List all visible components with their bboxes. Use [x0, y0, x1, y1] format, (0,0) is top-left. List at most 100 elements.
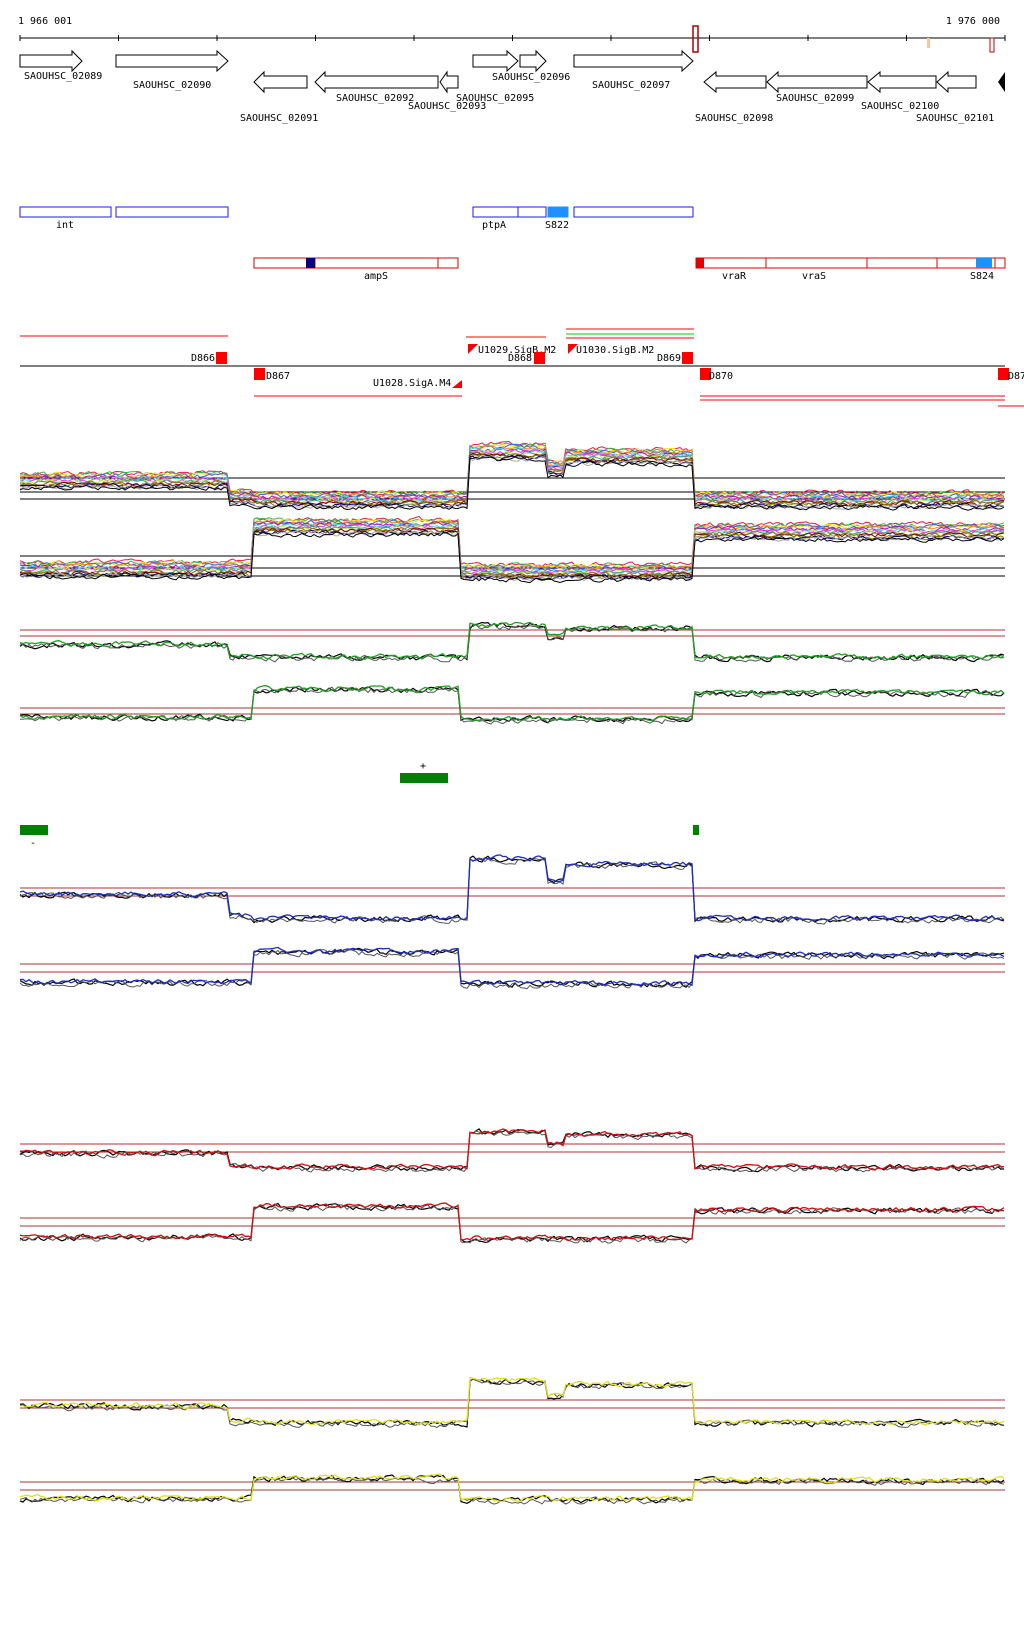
gene-SAOUHSC_02092[interactable]: SAOUHSC_02092 — [314, 70, 439, 104]
feature-int[interactable] — [19, 206, 112, 218]
feature-ptpA-2[interactable] — [517, 206, 547, 218]
smoothed-trace — [19, 854, 1005, 922]
panel-green-plus — [19, 621, 1005, 663]
smoothed-trace — [19, 621, 1005, 661]
panel-red-minus — [19, 1202, 1005, 1244]
svg-text:D869: D869 — [657, 353, 681, 364]
promoter-U1029[interactable] — [468, 344, 478, 354]
label-vraS: vraS — [802, 271, 826, 282]
feature-ampS[interactable] — [253, 257, 459, 269]
break-D866[interactable] — [216, 352, 227, 364]
condition-trace — [19, 448, 1005, 503]
small-marker — [927, 38, 930, 48]
promoter-U1028[interactable] — [452, 380, 462, 388]
svg-text:D866: D866 — [191, 353, 215, 364]
smoothed-trace — [20, 1128, 1005, 1171]
coordinate-ruler: 1 966 001 1 976 000 — [18, 16, 1006, 53]
label-vraR: vraR — [722, 271, 747, 282]
condition-trace — [19, 525, 1005, 578]
segment-minus-2[interactable] — [693, 825, 699, 835]
panel-multi-condition-plus — [19, 440, 1005, 511]
gene-track: SAOUHSC_02089 SAOUHSC_02090 SAOUHSC_0209… — [19, 49, 1005, 124]
label-ampS: ampS — [364, 271, 388, 282]
gene-SAOUHSC_02100[interactable]: SAOUHSC_02100 — [861, 70, 939, 112]
break-D867[interactable] — [254, 368, 265, 380]
svg-text:U1029.SigB.M2: U1029.SigB.M2 — [478, 345, 556, 356]
end-coordinate: 1 976 000 — [946, 16, 1000, 27]
svg-text:SAOUHSC_02089: SAOUHSC_02089 — [24, 71, 102, 82]
feature-S822[interactable] — [547, 206, 569, 218]
ampS-mark — [306, 258, 315, 268]
condition-trace — [19, 515, 1005, 568]
gene-SAOUHSC_02091[interactable]: SAOUHSC_02091 — [240, 70, 318, 124]
break-D870[interactable] — [700, 368, 711, 380]
svg-text:SAOUHSC_02092: SAOUHSC_02092 — [336, 93, 414, 104]
svg-text:SAOUHSC_02098: SAOUHSC_02098 — [695, 113, 773, 124]
plus-strand-features: int ptpA S822 — [19, 206, 694, 231]
segment-minus[interactable] — [20, 825, 48, 835]
smoothed-trace — [19, 1202, 1005, 1242]
label-ptpA: ptpA — [482, 220, 506, 231]
break-D868[interactable] — [534, 352, 545, 364]
svg-text:U1030.SigB.M2: U1030.SigB.M2 — [576, 345, 654, 356]
gene-SAOUHSC_02099[interactable]: SAOUHSC_02099 — [766, 70, 868, 104]
condition-trace — [19, 446, 1005, 501]
condition-trace — [19, 449, 1005, 505]
gene-SAOUHSC_02098[interactable]: SAOUHSC_02098 — [695, 70, 773, 124]
raw-trace-2 — [19, 623, 1005, 663]
svg-text:SAOUHSC_02099: SAOUHSC_02099 — [776, 93, 854, 104]
raw-trace — [19, 1128, 1005, 1173]
break-D869[interactable] — [682, 352, 693, 364]
raw-trace — [19, 947, 1005, 988]
region-marker — [692, 25, 699, 53]
gene-SAOUHSC_02089[interactable]: SAOUHSC_02089 — [19, 49, 102, 82]
raw-trace-2 — [19, 1378, 1005, 1429]
panel-blue-plus — [19, 854, 1005, 925]
condition-trace — [19, 517, 1005, 569]
svg-text:SAOUHSC_02095: SAOUHSC_02095 — [456, 93, 534, 104]
condition-trace — [19, 519, 1005, 571]
feature-ptpA[interactable] — [472, 206, 519, 218]
condition-trace — [19, 530, 1005, 582]
segment-plus[interactable] — [400, 773, 448, 783]
svg-text:SAOUHSC_02100: SAOUHSC_02100 — [861, 101, 939, 112]
label-int: int — [56, 220, 74, 231]
label-S824: S824 — [970, 271, 994, 282]
svg-text:D867: D867 — [266, 371, 290, 382]
condition-trace — [19, 456, 1005, 511]
gene-edge-arrow — [998, 72, 1005, 92]
raw-trace-2 — [19, 1130, 1005, 1173]
panel-blue-minus — [19, 946, 1005, 990]
transcription-units: D866 D867 U1028.SigA.M4 U1029.SigB.M2 D8… — [20, 328, 1024, 407]
raw-trace-2 — [19, 1475, 1005, 1505]
gene-SAOUHSC_02095[interactable]: SAOUHSC_02095 — [456, 49, 534, 104]
condition-trace — [19, 528, 1005, 580]
raw-trace-2 — [19, 857, 1005, 925]
svg-text:D870: D870 — [709, 371, 733, 382]
gene-SAOUHSC_02096[interactable]: SAOUHSC_02096 — [492, 49, 570, 83]
svg-text:SAOUHSC_02093: SAOUHSC_02093 — [408, 101, 486, 112]
raw-trace-2 — [19, 948, 1005, 990]
svg-text:SAOUHSC_02090: SAOUHSC_02090 — [133, 80, 211, 91]
raw-trace — [19, 1378, 1005, 1428]
condition-trace — [19, 518, 1005, 571]
feature-S824[interactable] — [976, 258, 992, 268]
gene-SAOUHSC_02097[interactable]: SAOUHSC_02097 — [573, 49, 694, 91]
gene-SAOUHSC_02101[interactable]: SAOUHSC_02101 — [916, 70, 994, 124]
raw-trace — [19, 855, 1005, 924]
svg-text:+: + — [420, 761, 426, 772]
svg-text:SAOUHSC_02096: SAOUHSC_02096 — [492, 72, 570, 83]
panel-yellow-plus — [19, 1377, 1005, 1429]
panel-green-minus — [19, 684, 1005, 725]
feature-vra-operon[interactable] — [695, 257, 1006, 269]
feature-int-2[interactable] — [115, 206, 229, 218]
break-D871[interactable] — [998, 368, 1009, 380]
condition-trace — [19, 443, 1005, 499]
feature-vraD[interactable] — [573, 206, 694, 218]
promoter-U1030[interactable] — [568, 344, 578, 354]
gene-SAOUHSC_02093[interactable]: SAOUHSC_02093 — [408, 70, 486, 112]
start-coordinate: 1 966 001 — [18, 16, 72, 27]
gene-SAOUHSC_02090[interactable]: SAOUHSC_02090 — [115, 49, 229, 91]
condition-trace — [19, 524, 1005, 575]
